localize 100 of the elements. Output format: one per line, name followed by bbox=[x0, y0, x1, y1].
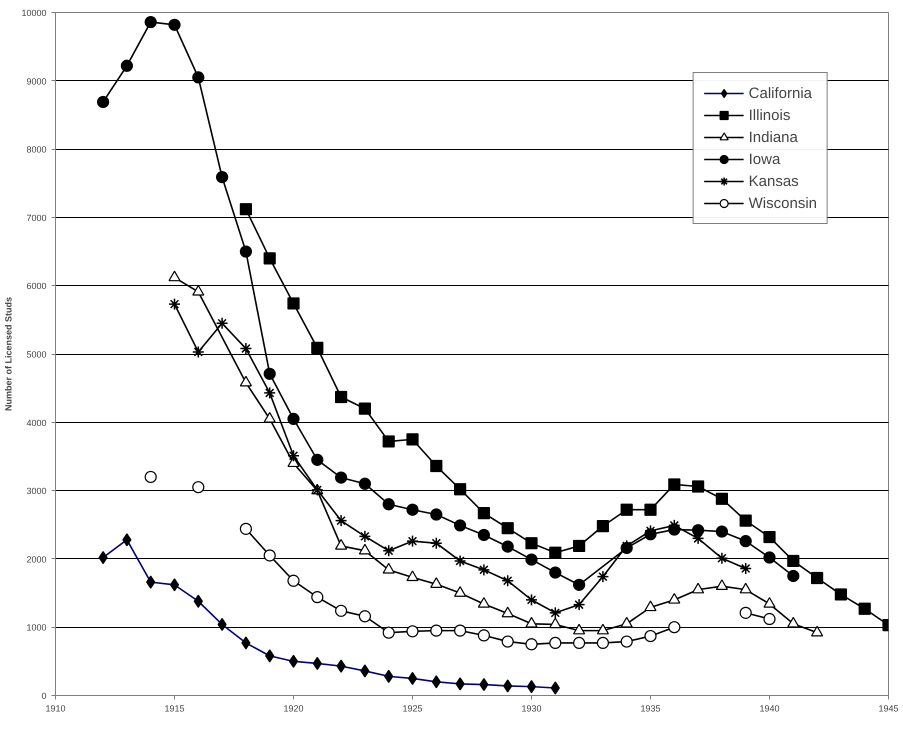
point bbox=[430, 508, 442, 521]
point bbox=[668, 621, 680, 634]
point bbox=[454, 519, 466, 532]
point bbox=[358, 530, 372, 543]
point bbox=[620, 616, 633, 628]
point bbox=[168, 270, 181, 282]
point bbox=[478, 629, 490, 642]
y-tick-label: 0 bbox=[41, 691, 47, 701]
y-tick-label: 8000 bbox=[26, 144, 47, 155]
point bbox=[406, 534, 419, 548]
y-tick-label: 5000 bbox=[26, 350, 47, 360]
point bbox=[573, 636, 586, 649]
point bbox=[264, 549, 276, 562]
point bbox=[692, 582, 704, 594]
point bbox=[358, 610, 371, 622]
point bbox=[502, 606, 514, 618]
point bbox=[430, 577, 442, 588]
point bbox=[358, 402, 371, 415]
point bbox=[692, 524, 704, 536]
point bbox=[406, 625, 419, 638]
point bbox=[478, 597, 490, 608]
point bbox=[406, 570, 419, 582]
point bbox=[382, 626, 395, 639]
point bbox=[144, 16, 157, 28]
point bbox=[620, 635, 633, 648]
point bbox=[549, 566, 562, 579]
point bbox=[382, 435, 395, 448]
point bbox=[668, 592, 680, 604]
point bbox=[596, 570, 610, 583]
point bbox=[573, 624, 586, 634]
point bbox=[763, 530, 776, 544]
point bbox=[502, 522, 514, 534]
point bbox=[787, 570, 800, 582]
point bbox=[740, 535, 752, 548]
point bbox=[454, 483, 466, 496]
point bbox=[644, 504, 657, 516]
point bbox=[287, 297, 300, 310]
point bbox=[787, 616, 800, 628]
point bbox=[502, 540, 514, 553]
point bbox=[192, 284, 204, 296]
point bbox=[335, 390, 348, 404]
point bbox=[335, 472, 348, 484]
point bbox=[525, 594, 538, 606]
point bbox=[763, 612, 776, 626]
y-tick-label: 10000 bbox=[21, 8, 47, 18]
point bbox=[478, 564, 490, 576]
point bbox=[358, 544, 371, 554]
point bbox=[454, 624, 466, 637]
point bbox=[454, 554, 466, 568]
point bbox=[596, 636, 609, 649]
point bbox=[740, 582, 752, 594]
y-tick-label: 2000 bbox=[26, 554, 47, 564]
point bbox=[478, 507, 490, 520]
point bbox=[763, 551, 776, 564]
point bbox=[811, 626, 824, 636]
point bbox=[525, 553, 538, 566]
point bbox=[549, 546, 562, 559]
point bbox=[240, 522, 252, 535]
point bbox=[287, 450, 300, 462]
point bbox=[430, 536, 443, 550]
point bbox=[716, 492, 728, 505]
point bbox=[240, 203, 252, 216]
point bbox=[787, 554, 800, 568]
point bbox=[311, 591, 324, 604]
point bbox=[716, 579, 728, 590]
point bbox=[454, 586, 466, 597]
point bbox=[716, 552, 728, 564]
point bbox=[287, 412, 300, 425]
point bbox=[644, 600, 657, 612]
point bbox=[406, 504, 419, 516]
legend-label: Kansas bbox=[748, 172, 799, 190]
point bbox=[644, 630, 657, 642]
y-tick-label: 9000 bbox=[26, 76, 47, 86]
point bbox=[240, 342, 252, 355]
point bbox=[596, 624, 609, 634]
y-tick-label: 3000 bbox=[26, 486, 47, 496]
legend-label: California bbox=[748, 84, 812, 102]
point bbox=[573, 540, 586, 552]
point bbox=[192, 346, 205, 358]
point bbox=[334, 514, 348, 527]
point bbox=[287, 574, 300, 587]
point bbox=[811, 572, 824, 584]
point bbox=[716, 525, 728, 538]
point bbox=[335, 538, 348, 550]
point bbox=[335, 604, 348, 617]
point bbox=[858, 602, 871, 615]
point bbox=[692, 480, 704, 493]
point bbox=[740, 606, 752, 619]
point bbox=[740, 514, 752, 527]
point bbox=[739, 562, 752, 575]
point bbox=[668, 478, 680, 491]
point bbox=[358, 478, 371, 490]
x-tick-label: 1925 bbox=[402, 704, 423, 714]
point bbox=[501, 574, 514, 588]
point bbox=[596, 520, 609, 532]
point bbox=[406, 433, 419, 446]
point bbox=[525, 616, 538, 628]
point bbox=[478, 528, 490, 542]
legend-label: Indiana bbox=[748, 128, 798, 146]
point bbox=[97, 96, 110, 108]
